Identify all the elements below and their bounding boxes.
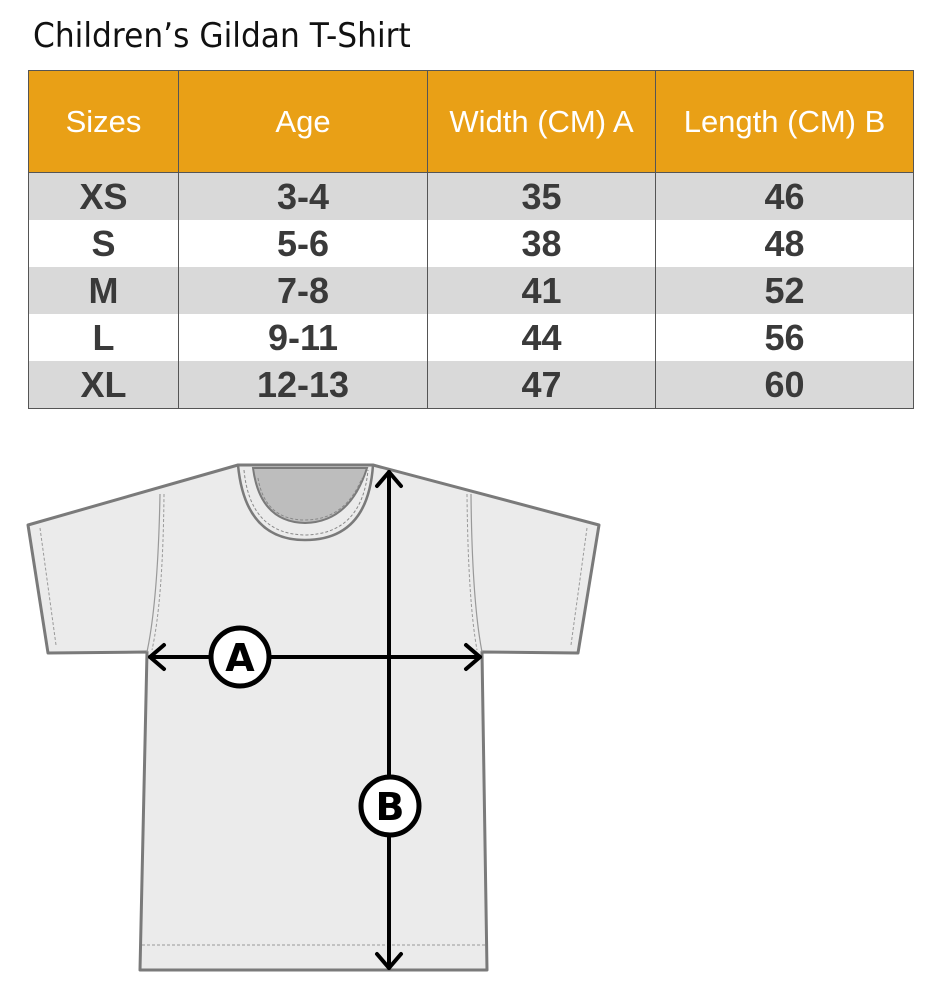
label-b-badge: B bbox=[358, 774, 422, 838]
cell-age: 3-4 bbox=[178, 172, 428, 220]
cell-age: 5-6 bbox=[178, 220, 428, 267]
header-width: Width (CM) A bbox=[427, 70, 656, 173]
width-arrow-a bbox=[148, 643, 482, 671]
table-header-row: Sizes Age Width (CM) A Length (CM) B bbox=[28, 70, 914, 173]
cell-size: XL bbox=[28, 361, 179, 409]
table-row: XS 3-4 35 46 bbox=[28, 172, 914, 220]
cell-width: 47 bbox=[427, 361, 656, 409]
size-chart-table: Sizes Age Width (CM) A Length (CM) B XS … bbox=[28, 70, 914, 409]
label-b: B bbox=[376, 785, 405, 829]
table-row: S 5-6 38 48 bbox=[28, 220, 914, 267]
length-arrow-b bbox=[375, 470, 403, 970]
cell-length: 48 bbox=[655, 220, 914, 267]
header-sizes: Sizes bbox=[28, 70, 179, 173]
cell-width: 44 bbox=[427, 314, 656, 361]
cell-width: 41 bbox=[427, 267, 656, 314]
table-row: L 9-11 44 56 bbox=[28, 314, 914, 361]
cell-size: M bbox=[28, 267, 179, 314]
cell-length: 46 bbox=[655, 172, 914, 220]
tshirt-outline bbox=[26, 463, 601, 972]
cell-size: XS bbox=[28, 172, 179, 220]
cell-size: S bbox=[28, 220, 179, 267]
cell-size: L bbox=[28, 314, 179, 361]
cell-width: 35 bbox=[427, 172, 656, 220]
cell-age: 12-13 bbox=[178, 361, 428, 409]
label-a-badge: A bbox=[208, 625, 272, 689]
table-row: M 7-8 41 52 bbox=[28, 267, 914, 314]
cell-length: 56 bbox=[655, 314, 914, 361]
cell-length: 52 bbox=[655, 267, 914, 314]
header-age: Age bbox=[178, 70, 428, 173]
header-length: Length (CM) B bbox=[655, 70, 914, 173]
cell-age: 9-11 bbox=[178, 314, 428, 361]
page-title: Children’s Gildan T-Shirt bbox=[33, 16, 411, 56]
cell-length: 60 bbox=[655, 361, 914, 409]
cell-age: 7-8 bbox=[178, 267, 428, 314]
cell-width: 38 bbox=[427, 220, 656, 267]
label-a: A bbox=[225, 636, 255, 680]
table-row: XL 12-13 47 60 bbox=[28, 361, 914, 409]
